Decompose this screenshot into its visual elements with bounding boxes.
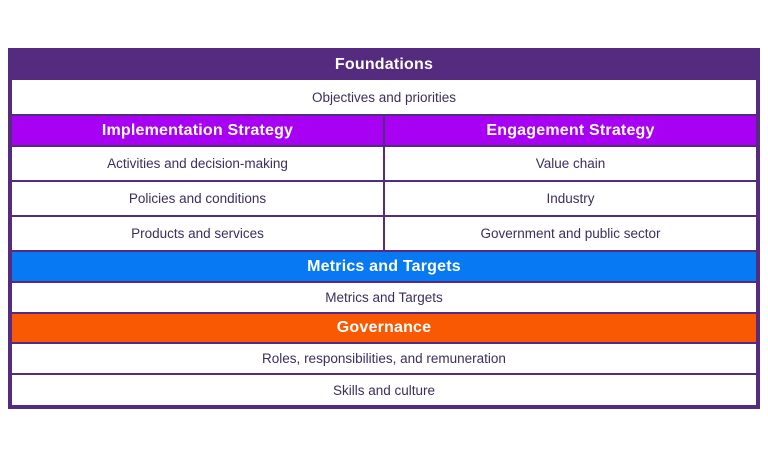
strategy-header-row: Implementation Strategy Engagement Strat…	[12, 116, 756, 147]
governance-header-row: Governance	[12, 314, 756, 344]
objectives-row: Objectives and priorities	[12, 80, 756, 116]
metrics-row: Metrics and Targets	[12, 283, 756, 314]
engagement-strategy-header: Engagement Strategy	[385, 116, 756, 145]
framework-table: Foundations Objectives and priorities Im…	[8, 48, 760, 409]
metrics-and-targets-header: Metrics and Targets	[12, 252, 756, 281]
metrics-header-row: Metrics and Targets	[12, 252, 756, 283]
governance-header: Governance	[12, 314, 756, 342]
governance-row-1: Roles, responsibilities, and remuneratio…	[12, 344, 756, 375]
strategy-row-2: Policies and conditions Industry	[12, 182, 756, 217]
skills-and-culture-cell: Skills and culture	[12, 375, 756, 405]
objectives-and-priorities-cell: Objectives and priorities	[12, 80, 756, 114]
strategy-row-3: Products and services Government and pub…	[12, 217, 756, 252]
roles-responsibilities-remuneration-cell: Roles, responsibilities, and remuneratio…	[12, 344, 756, 373]
industry-cell: Industry	[385, 182, 756, 215]
strategy-row-1: Activities and decision-making Value cha…	[12, 147, 756, 182]
implementation-strategy-header: Implementation Strategy	[12, 116, 385, 145]
governance-row-2: Skills and culture	[12, 375, 756, 405]
foundations-header-row: Foundations	[12, 52, 756, 80]
foundations-header: Foundations	[12, 52, 756, 78]
policies-and-conditions-cell: Policies and conditions	[12, 182, 385, 215]
products-and-services-cell: Products and services	[12, 217, 385, 250]
value-chain-cell: Value chain	[385, 147, 756, 180]
metrics-and-targets-cell: Metrics and Targets	[12, 283, 756, 312]
government-and-public-sector-cell: Government and public sector	[385, 217, 756, 250]
activities-and-decision-making-cell: Activities and decision-making	[12, 147, 385, 180]
